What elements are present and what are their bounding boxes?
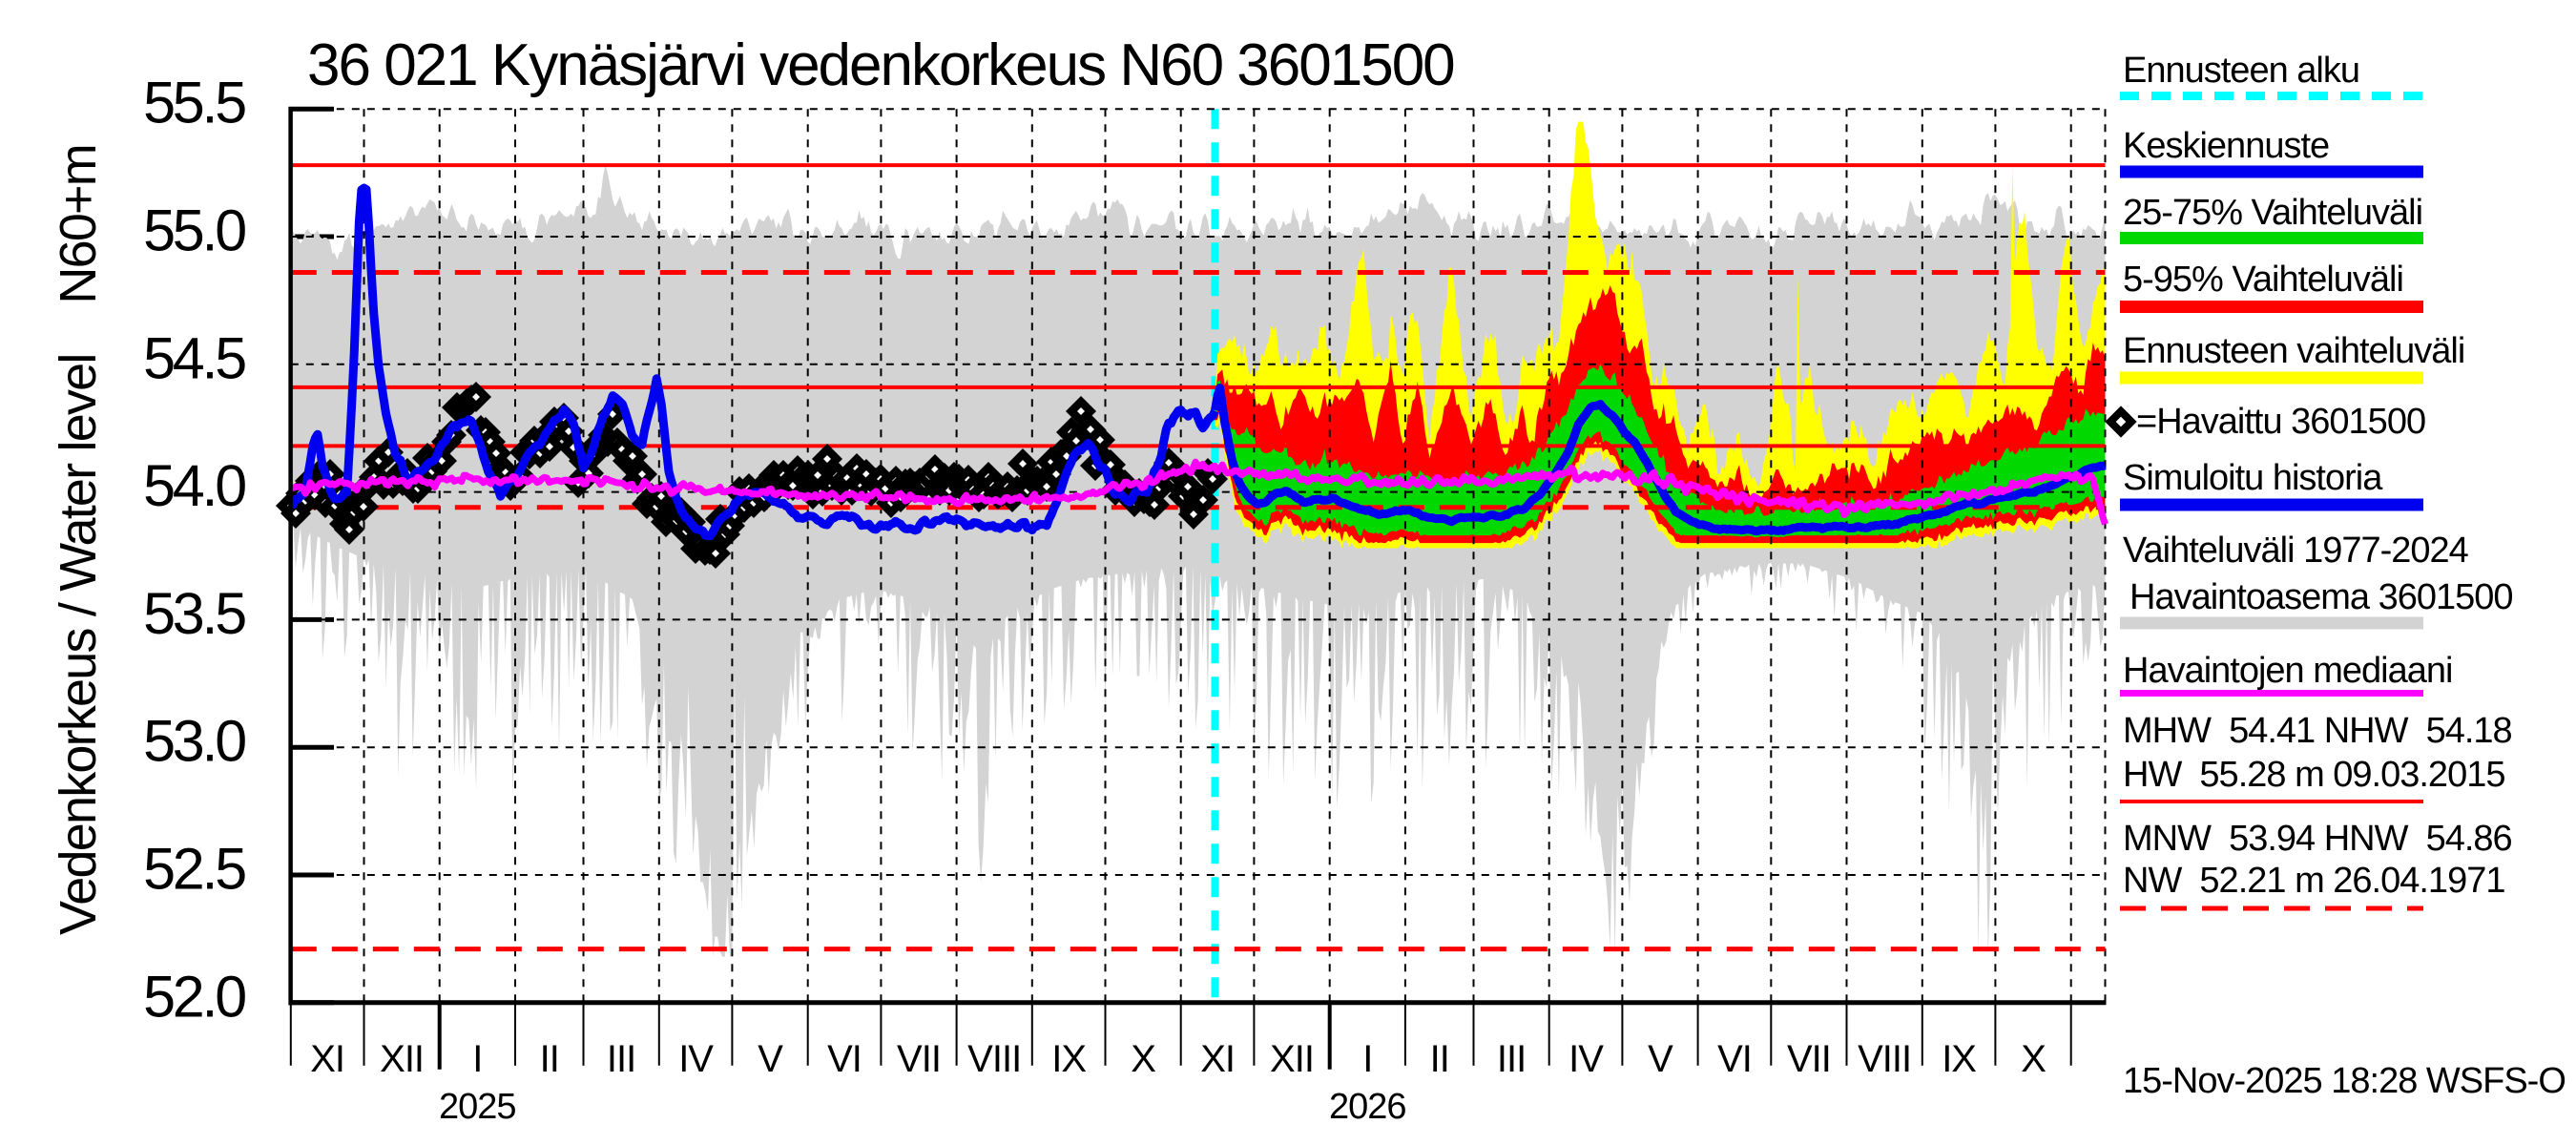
svg-text:V: V xyxy=(1648,1038,1673,1080)
svg-text:25-75% Vaihteluväli: 25-75% Vaihteluväli xyxy=(2123,193,2422,233)
svg-text:2025: 2025 xyxy=(439,1087,516,1127)
svg-text:IV: IV xyxy=(678,1038,714,1080)
svg-text:2026: 2026 xyxy=(1329,1087,1406,1127)
svg-text:53.0: 53.0 xyxy=(143,709,245,774)
svg-text:X: X xyxy=(1131,1038,1155,1080)
svg-text:Havaintojen mediaani: Havaintojen mediaani xyxy=(2123,651,2452,691)
svg-text:VIII: VIII xyxy=(1858,1038,1911,1080)
svg-text:Vaihteluväli 1977-2024: Vaihteluväli 1977-2024 xyxy=(2123,531,2469,571)
svg-text:NW 52.21 m 26.04.1971: NW 52.21 m 26.04.1971 xyxy=(2123,861,2504,901)
svg-text:IV: IV xyxy=(1568,1038,1604,1080)
svg-text:5-95% Vaihteluväli: 5-95% Vaihteluväli xyxy=(2123,260,2403,300)
svg-text:III: III xyxy=(1497,1038,1526,1080)
svg-text:55.0: 55.0 xyxy=(143,198,245,263)
svg-text:53.5: 53.5 xyxy=(143,581,245,646)
svg-text:MHW 54.41 NHW 54.18: MHW 54.41 NHW 54.18 xyxy=(2123,711,2512,751)
svg-text:54.0: 54.0 xyxy=(143,453,245,518)
svg-text:X: X xyxy=(2021,1038,2046,1080)
svg-text:52.0: 52.0 xyxy=(143,964,245,1029)
svg-text:54.5: 54.5 xyxy=(143,325,245,390)
svg-text:XI: XI xyxy=(1200,1038,1235,1080)
svg-text:Vedenkorkeus / Water level: Vedenkorkeus / Water level N60+m xyxy=(50,145,107,935)
svg-text:I: I xyxy=(472,1038,482,1080)
svg-text:IX: IX xyxy=(1051,1038,1086,1080)
svg-text:15-Nov-2025 18:28 WSFS-O: 15-Nov-2025 18:28 WSFS-O xyxy=(2123,1061,2566,1101)
svg-text:V: V xyxy=(758,1038,783,1080)
svg-text:XI: XI xyxy=(310,1038,344,1080)
svg-text:VII: VII xyxy=(897,1038,941,1080)
svg-text:=Havaittu 3601500: =Havaittu 3601500 xyxy=(2136,402,2425,442)
svg-text:III: III xyxy=(607,1038,635,1080)
svg-text:II: II xyxy=(540,1038,559,1080)
svg-text:II: II xyxy=(1430,1038,1449,1080)
svg-text:VI: VI xyxy=(827,1038,862,1080)
svg-text:36 021 Kynäsjärvi vedenkorkeus: 36 021 Kynäsjärvi vedenkorkeus N60 36015… xyxy=(307,32,1454,98)
svg-text:Keskiennuste: Keskiennuste xyxy=(2123,126,2329,166)
svg-text:VIII: VIII xyxy=(967,1038,1021,1080)
svg-text:I: I xyxy=(1362,1038,1372,1080)
svg-text:VI: VI xyxy=(1717,1038,1752,1080)
svg-text:Ennusteen alku: Ennusteen alku xyxy=(2123,51,2359,91)
svg-text:Havaintoasema 3601500: Havaintoasema 3601500 xyxy=(2129,577,2513,617)
svg-text:55.5: 55.5 xyxy=(143,71,245,135)
svg-text:MNW 53.94 HNW 54.86: MNW 53.94 HNW 54.86 xyxy=(2123,819,2512,859)
svg-text:Ennusteen vaihteluväli: Ennusteen vaihteluväli xyxy=(2123,331,2464,371)
svg-text:IX: IX xyxy=(1942,1038,1976,1080)
svg-text:HW 55.28 m 09.03.2015: HW 55.28 m 09.03.2015 xyxy=(2123,755,2504,795)
svg-text:Simuloitu historia: Simuloitu historia xyxy=(2123,458,2383,498)
svg-text:XII: XII xyxy=(380,1038,424,1080)
svg-text:52.5: 52.5 xyxy=(143,837,245,902)
svg-text:VII: VII xyxy=(1787,1038,1831,1080)
svg-text:XII: XII xyxy=(1270,1038,1314,1080)
